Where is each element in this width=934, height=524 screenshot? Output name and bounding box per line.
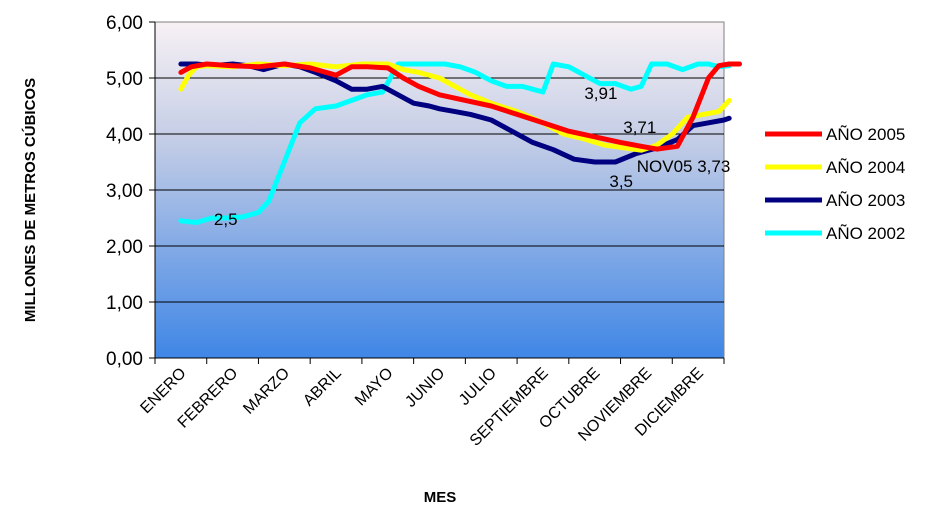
y-tick-label: 2,00	[106, 237, 143, 258]
legend-label: AÑO 2003	[826, 191, 905, 210]
y-axis-title: MILLONES DE METROS CÚBICOS	[21, 78, 39, 322]
legend-label: AÑO 2004	[826, 158, 905, 177]
y-tick-label: 6,00	[106, 13, 143, 34]
x-tick-label: ABRIL	[300, 365, 345, 410]
data-annotation: 3,91	[584, 84, 617, 103]
x-tick-label: MAYO	[352, 365, 397, 410]
y-tick-label: 3,00	[106, 181, 143, 202]
x-tick-label: JUNIO	[402, 365, 448, 411]
data-annotation: NOV05 3,73	[637, 157, 731, 176]
x-tick-label: MARZO	[240, 365, 293, 418]
y-tick-label: 5,00	[106, 69, 143, 90]
y-tick-label: 1,00	[106, 293, 143, 314]
y-tick-label: 4,00	[106, 125, 143, 146]
data-annotation: 3,71	[623, 118, 656, 137]
data-annotation: 2,5	[214, 210, 238, 229]
legend-label: AÑO 2005	[826, 125, 905, 144]
x-axis-title: MES	[424, 489, 457, 506]
x-tick-label: JULIO	[456, 365, 500, 409]
data-annotation: 3,5	[609, 172, 633, 191]
legend-label: AÑO 2002	[826, 224, 905, 243]
legend: AÑO 2005 AÑO 2004 AÑO 2003 AÑO 2002	[765, 125, 905, 243]
y-tick-label: 0,00	[106, 349, 143, 370]
x-tick-label: ENERO	[137, 365, 189, 417]
